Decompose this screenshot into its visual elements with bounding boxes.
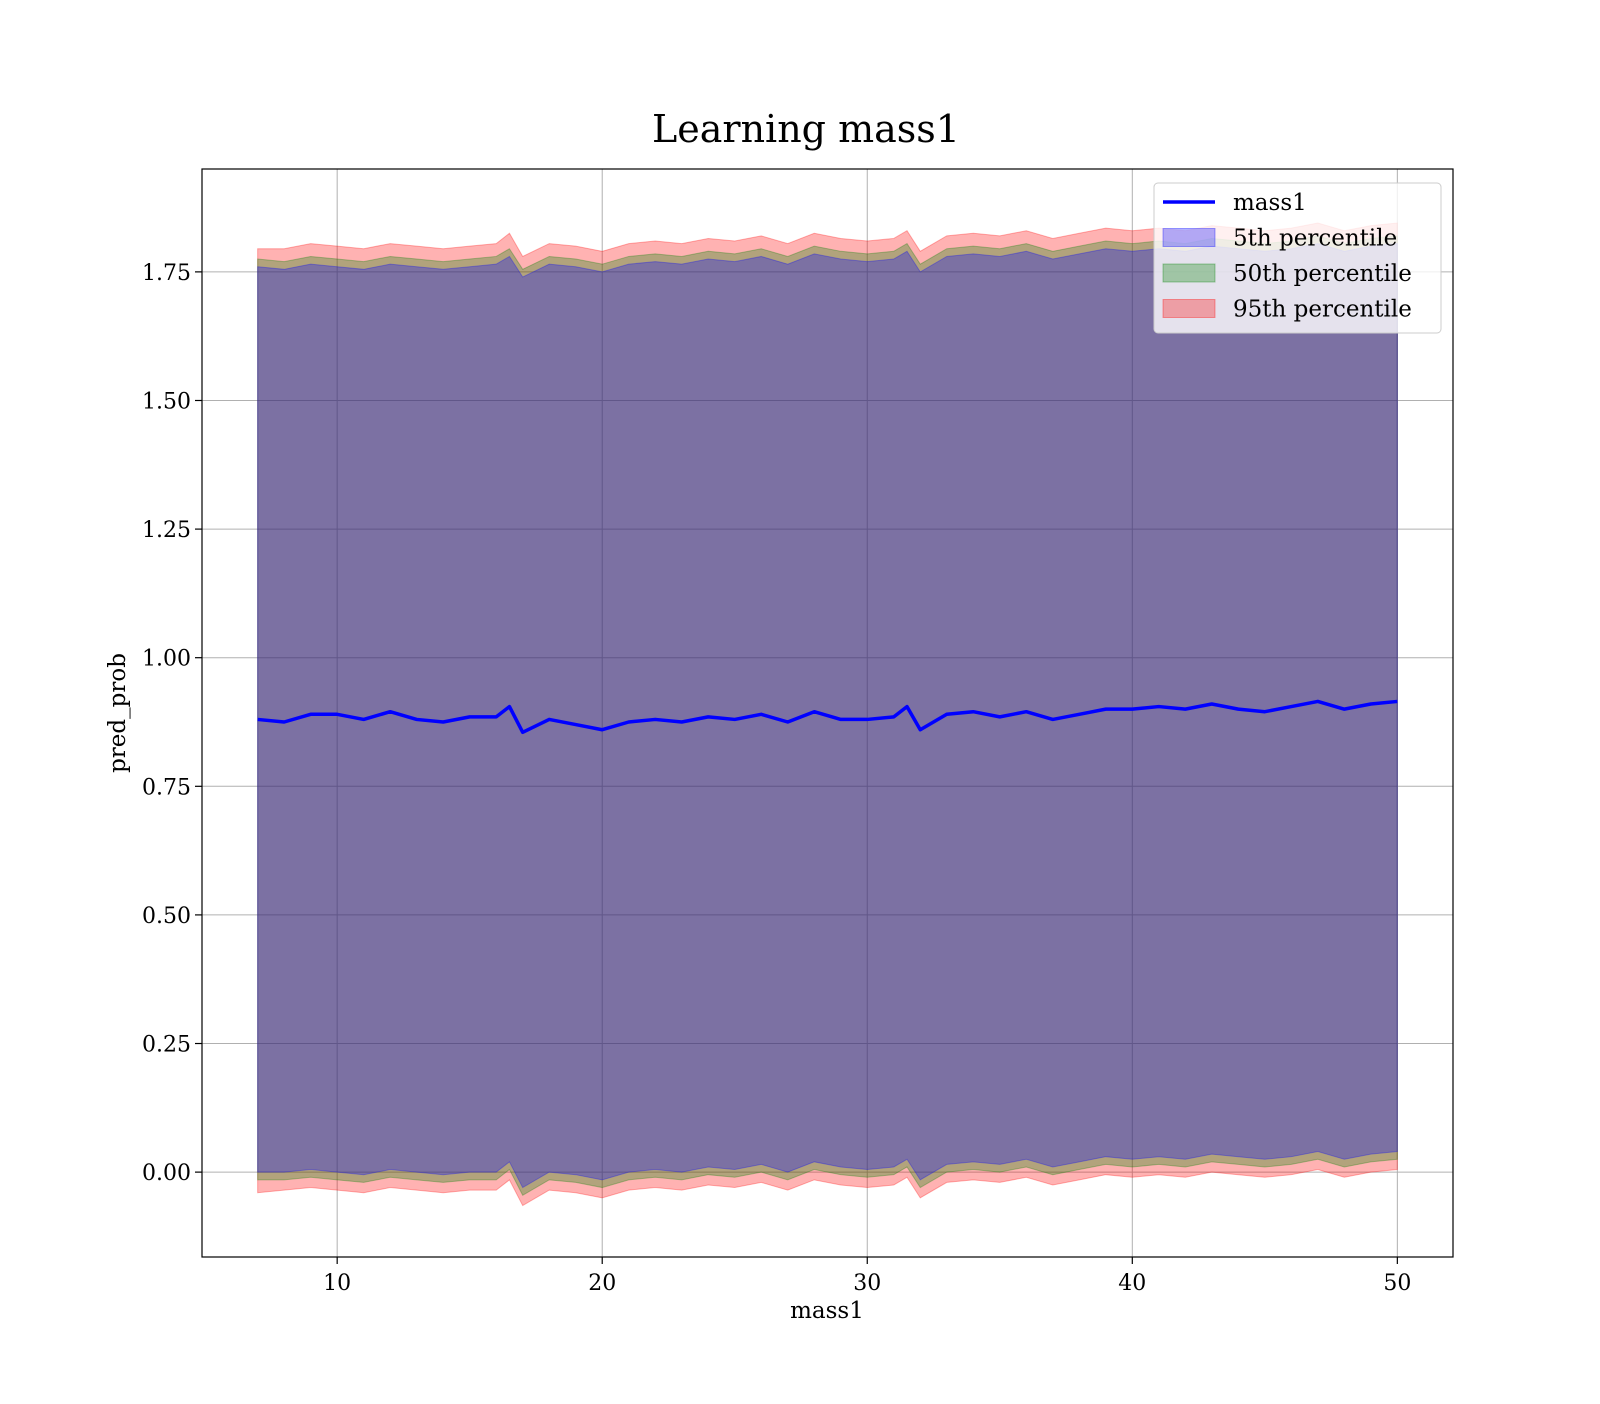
x-axis-label: mass1 bbox=[790, 1298, 864, 1324]
legend-label: mass1 bbox=[1233, 190, 1307, 216]
x-tick-label: 50 bbox=[1383, 1271, 1411, 1296]
y-axis-label: pred_prob bbox=[105, 653, 131, 773]
y-tick-label: 0.00 bbox=[142, 1161, 191, 1186]
mass1-line bbox=[257, 699, 1398, 735]
legend-entry-5th-percentile: 5th percentile bbox=[1162, 226, 1397, 252]
y-tick-label: 0.25 bbox=[142, 1033, 191, 1058]
legend-swatch bbox=[1162, 228, 1216, 247]
plot-area-frame bbox=[201, 168, 1454, 1258]
legend-entry-50th-percentile: 50th percentile bbox=[1162, 261, 1412, 287]
plot-area-background bbox=[202, 169, 1453, 1257]
legend-entry-mass1: mass1 bbox=[1163, 190, 1307, 216]
x-tick-label: 40 bbox=[1118, 1271, 1146, 1296]
legend-items: mass1 5th percentile 50th percentile 95th p… bbox=[1162, 190, 1412, 323]
legend-label: 95th percentile bbox=[1233, 297, 1412, 323]
legend-swatch bbox=[1162, 263, 1216, 283]
x-tick-label: 10 bbox=[323, 1271, 351, 1296]
y-tick-label: 0.50 bbox=[142, 904, 191, 929]
x-axis-ticks: 10 20 30 40 50 bbox=[323, 1257, 1411, 1296]
grid-lines bbox=[202, 169, 1453, 1257]
y-tick-label: 1.25 bbox=[142, 518, 191, 543]
x-tick-label: 30 bbox=[853, 1271, 881, 1296]
y-axis-ticks: 0.00 0.25 0.50 0.75 1.00 1.25 1.50 1.75 bbox=[142, 261, 202, 1186]
legend-entry-95th-percentile: 95th percentile bbox=[1162, 297, 1412, 323]
legend: mass1 5th percentile 50th percentile 95th p… bbox=[1153, 182, 1442, 334]
y-tick-label: 1.75 bbox=[142, 261, 191, 286]
legend-frame bbox=[1153, 182, 1442, 334]
series-lines bbox=[257, 699, 1398, 735]
x-tick-label: 20 bbox=[588, 1271, 616, 1296]
legend-label: 50th percentile bbox=[1233, 261, 1412, 287]
y-tick-label: 0.75 bbox=[142, 775, 191, 800]
y-tick-label: 1.50 bbox=[142, 389, 191, 414]
chart-title: Learning mass1 bbox=[652, 107, 960, 151]
legend-label: 5th percentile bbox=[1233, 226, 1397, 252]
y-tick-label: 1.00 bbox=[142, 647, 191, 672]
legend-swatch bbox=[1162, 299, 1216, 318]
